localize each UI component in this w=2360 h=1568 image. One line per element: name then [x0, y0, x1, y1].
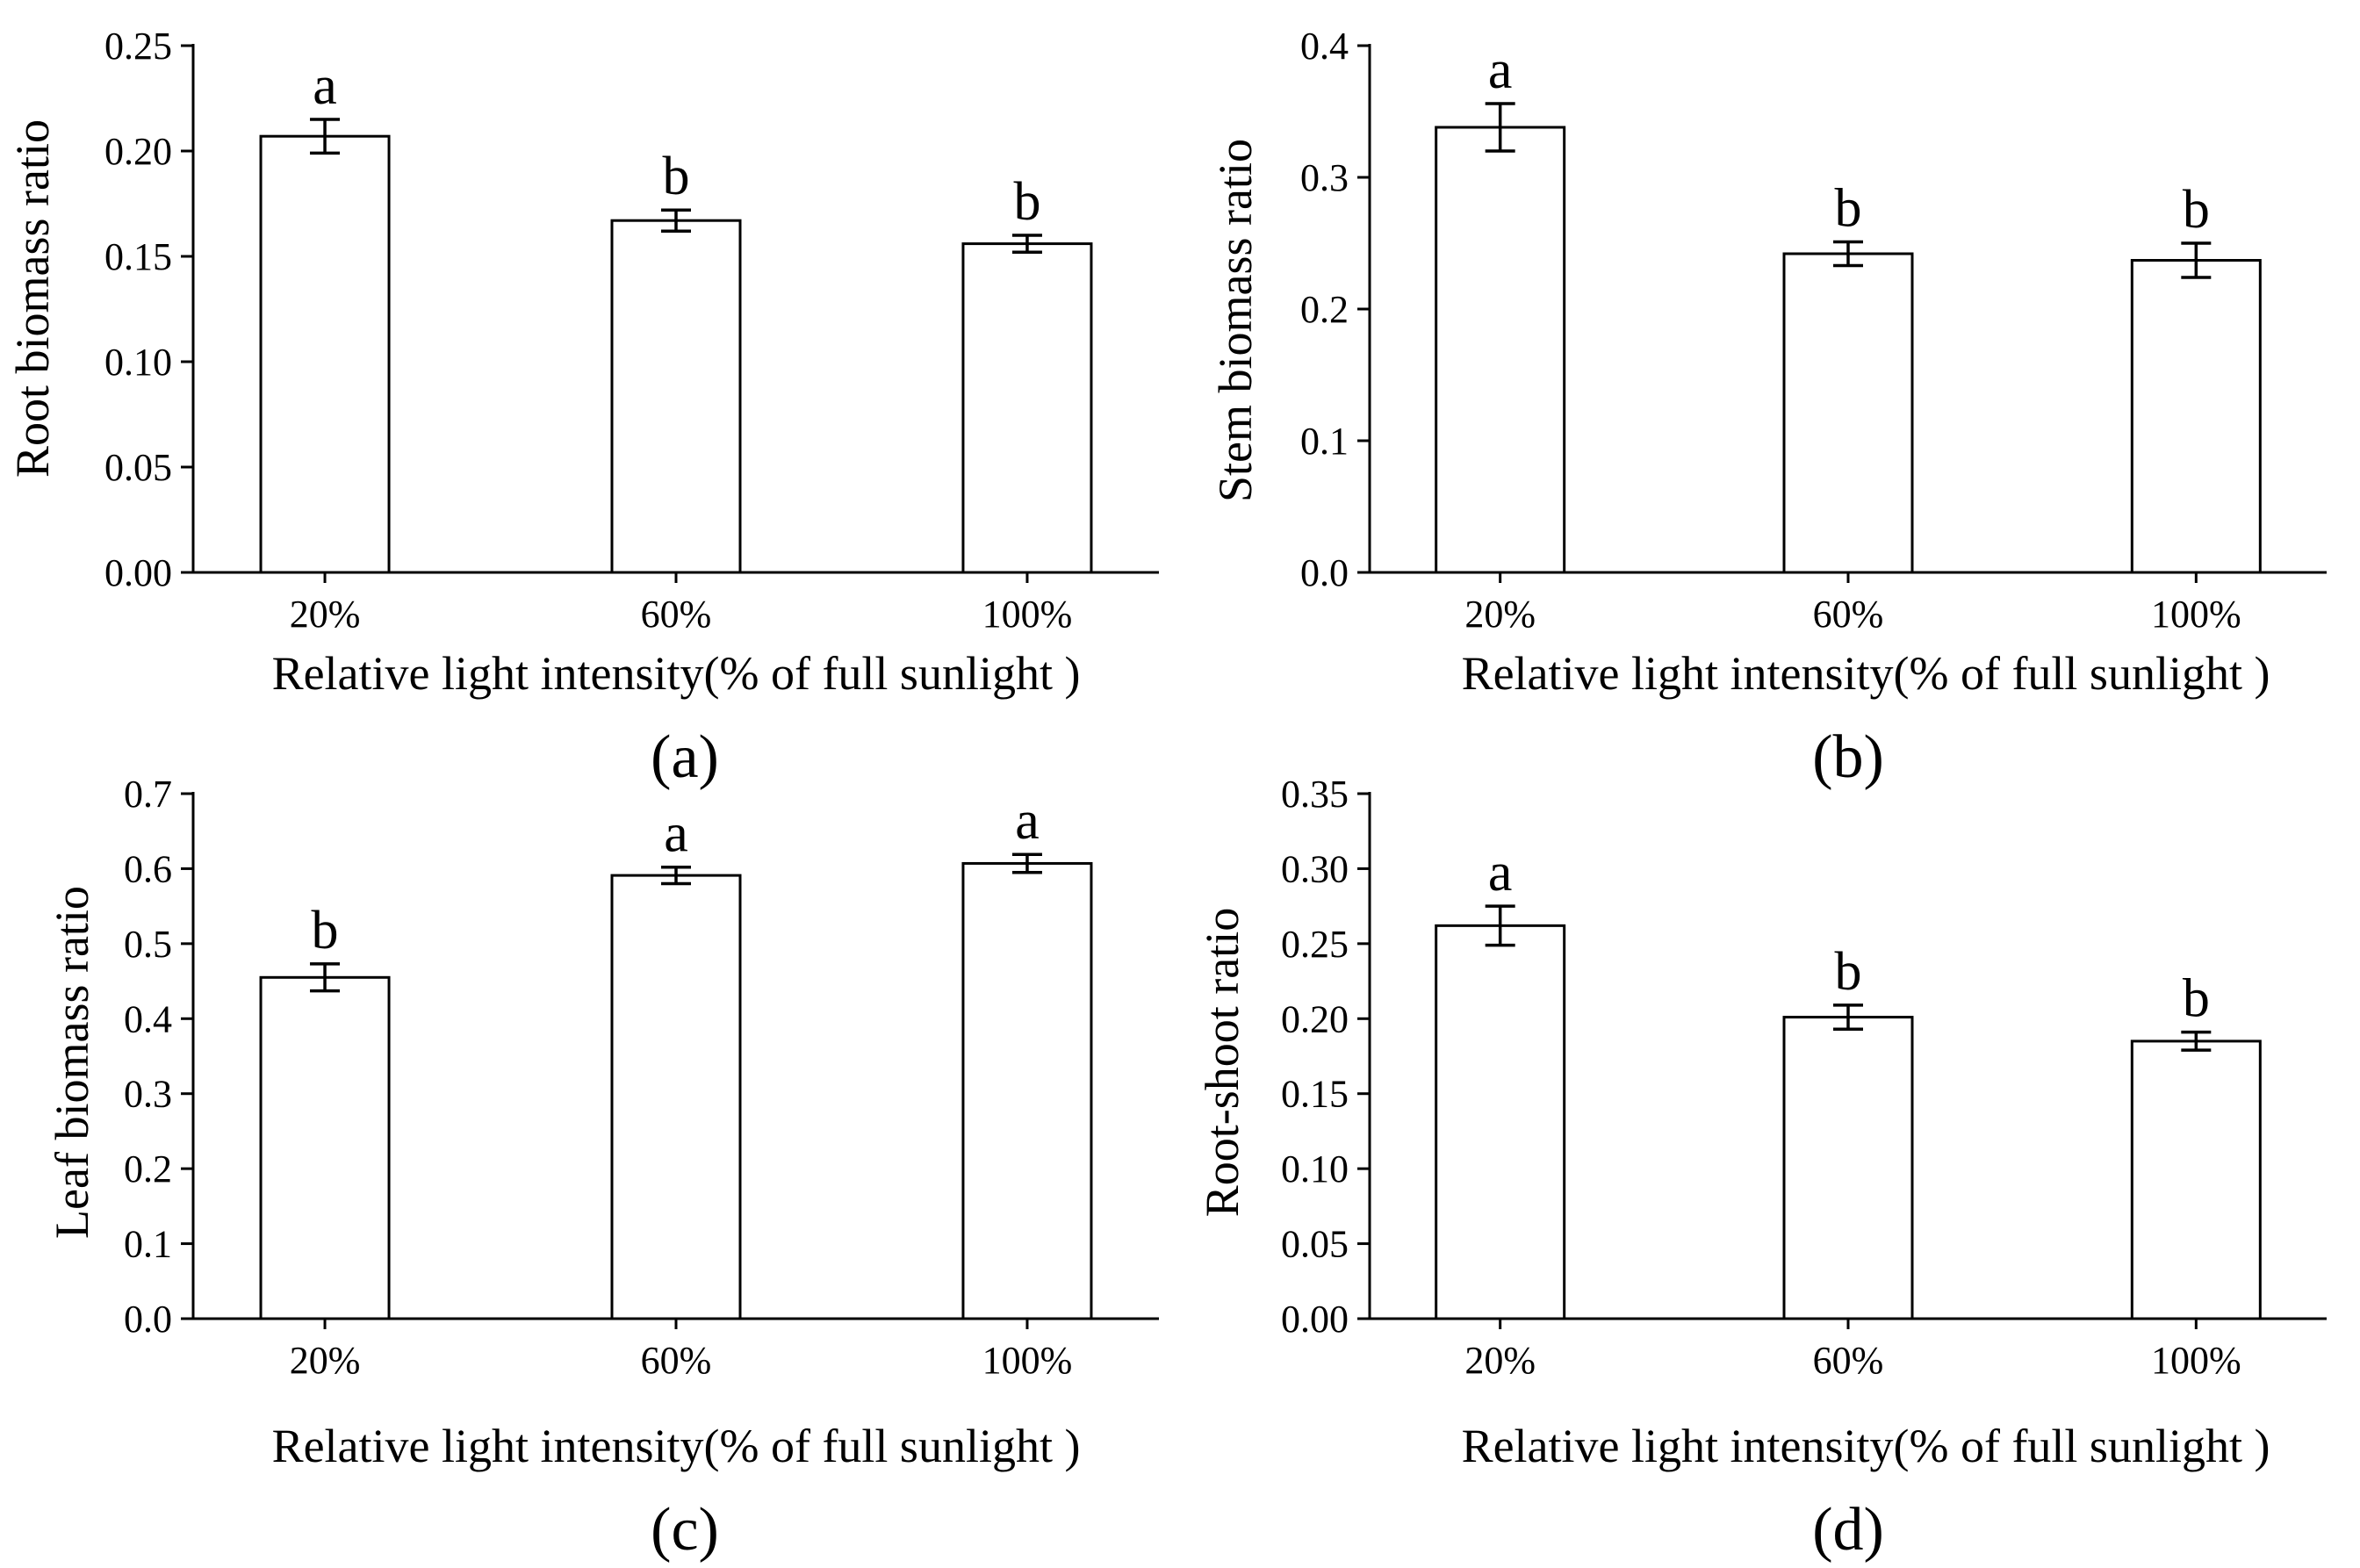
y-tick-label: 0.10 [104, 341, 172, 384]
bar-20% [259, 975, 391, 1320]
significance-letter: b [1013, 172, 1040, 232]
y-axis-title: Leaf biomass ratio [46, 886, 98, 1239]
x-tick-label: 60% [641, 1339, 712, 1382]
y-tick-label: 0.5 [124, 923, 172, 966]
y-tick-label: 0.7 [124, 773, 172, 816]
x-tick-label: 100% [982, 1339, 1073, 1382]
y-tick-label: 0.00 [1281, 1298, 1349, 1341]
panel-label: (c) [651, 1496, 719, 1564]
bar-100% [2130, 259, 2262, 574]
bar-60% [610, 874, 742, 1320]
bar-60% [1782, 252, 1914, 574]
y-tick-label: 0.2 [1300, 288, 1349, 331]
panel-label: (d) [1812, 1496, 1884, 1564]
y-tick-label: 0.3 [124, 1073, 172, 1116]
y-tick-label: 0.05 [104, 446, 172, 489]
y-tick-label: 0.4 [1300, 25, 1349, 68]
bar-100% [2130, 1039, 2262, 1320]
significance-letter: b [663, 147, 690, 206]
bar-100% [961, 861, 1093, 1320]
significance-letter: b [2183, 969, 2210, 1029]
significance-letter: b [1835, 179, 1862, 239]
x-tick-label: 100% [2151, 593, 2241, 636]
chart-panel-c: Leaf biomass ratio Relative light intens… [46, 773, 1159, 1564]
y-tick-label: 0.30 [1281, 847, 1349, 890]
x-tick-label: 60% [1813, 1339, 1884, 1382]
significance-letter: b [1835, 942, 1862, 1002]
y-tick-label: 0.0 [124, 1298, 172, 1341]
significance-letter: a [313, 56, 337, 116]
y-tick-label: 0.20 [1281, 997, 1349, 1040]
y-axis-title: Root-shoot ratio [1196, 908, 1248, 1217]
y-axis-title: Stem biomass ratio [1209, 139, 1262, 502]
bar-20% [1435, 924, 1566, 1320]
x-tick-label: 60% [1813, 593, 1884, 636]
y-tick-label: 0.3 [1300, 156, 1349, 199]
y-tick-label: 0.1 [124, 1223, 172, 1266]
x-axis-title: Relative light intensity(% of full sunli… [1462, 647, 2270, 700]
y-tick-label: 0.35 [1281, 773, 1349, 816]
y-tick-label: 0.25 [104, 25, 172, 68]
x-tick-label: 20% [1464, 593, 1536, 636]
y-axis-title: Root biomass ratio [6, 119, 59, 478]
chart-panel-a: Root biomass ratio Relative light intens… [6, 25, 1159, 791]
y-tick-label: 0.20 [104, 130, 172, 173]
y-tick-label: 0.25 [1281, 923, 1349, 966]
x-axis-title: Relative light intensity(% of full sunli… [272, 1420, 1081, 1472]
significance-letter: a [1015, 791, 1040, 851]
x-tick-label: 60% [641, 593, 712, 636]
y-tick-label: 0.0 [1300, 551, 1349, 594]
x-tick-label: 100% [2151, 1339, 2241, 1382]
x-tick-label: 20% [1464, 1339, 1536, 1382]
y-tick-label: 0.10 [1281, 1147, 1349, 1190]
bar-60% [610, 219, 742, 574]
bar-100% [961, 242, 1093, 574]
bar-20% [259, 134, 391, 574]
x-tick-label: 20% [290, 593, 361, 636]
significance-letter: a [1488, 843, 1513, 903]
y-tick-label: 0.1 [1300, 420, 1349, 463]
panel-label: (b) [1812, 723, 1884, 791]
x-axis-title: Relative light intensity(% of full sunli… [1462, 1420, 2270, 1472]
y-tick-label: 0.4 [124, 997, 172, 1040]
y-tick-label: 0.05 [1281, 1223, 1349, 1266]
y-tick-label: 0.6 [124, 847, 172, 890]
panel-label: (a) [651, 723, 719, 791]
significance-letter: a [1488, 40, 1513, 100]
bar-20% [1435, 126, 1566, 574]
y-tick-label: 0.00 [104, 551, 172, 594]
significance-letter: b [2183, 180, 2210, 240]
chart-panel-b: Stem biomass ratio Relative light intens… [1209, 25, 2327, 791]
x-tick-label: 100% [982, 593, 1073, 636]
significance-letter: a [664, 804, 688, 864]
x-axis-title: Relative light intensity(% of full sunli… [272, 647, 1081, 700]
y-tick-label: 0.2 [124, 1147, 172, 1190]
bar-60% [1782, 1016, 1914, 1320]
y-tick-label: 0.15 [104, 235, 172, 278]
chart-panel-d: Root-shoot ratio Relative light intensit… [1196, 773, 2327, 1564]
significance-letter: b [312, 901, 339, 960]
x-tick-label: 20% [290, 1339, 361, 1382]
y-tick-label: 0.15 [1281, 1073, 1349, 1116]
